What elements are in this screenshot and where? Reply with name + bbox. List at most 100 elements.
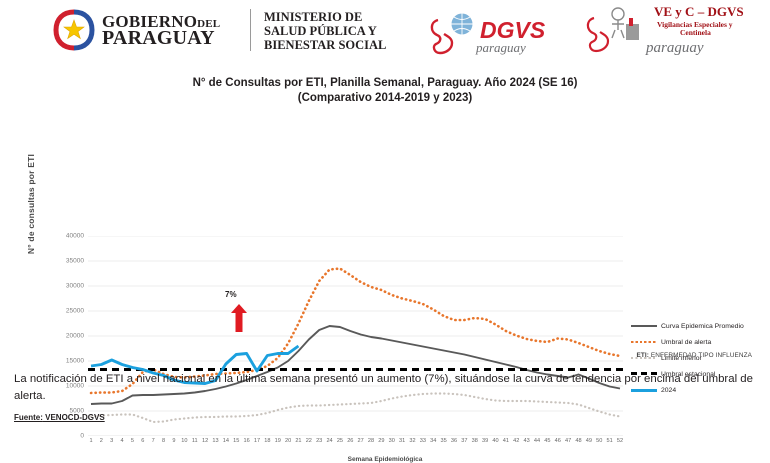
- paraguay-emblem-icon: [52, 8, 96, 52]
- legend-label: Umbral de alerta: [661, 338, 712, 346]
- gobierno-line2: PARAGUAY: [102, 26, 215, 49]
- x-tick-16: 16: [243, 438, 250, 444]
- x-tick-23: 23: [316, 438, 323, 444]
- x-tick-10: 10: [181, 438, 188, 444]
- legend-label: 2024: [661, 386, 677, 394]
- legend-swatch-icon: [631, 321, 657, 331]
- x-tick-18: 18: [264, 438, 271, 444]
- legend-item-0[interactable]: Curva Epidemica Promedio: [631, 318, 767, 334]
- ministerio-line1: MINISTERIO DE: [264, 10, 363, 24]
- y-tick-30000: 30000: [65, 282, 84, 290]
- x-tick-21: 21: [295, 438, 302, 444]
- x-tick-38: 38: [471, 438, 478, 444]
- fuente-value: VENOCD-DGVS: [42, 413, 105, 422]
- vec-title: VE y C – DGVS: [654, 4, 744, 19]
- x-tick-24: 24: [326, 438, 333, 444]
- y-tick-35000: 35000: [65, 257, 84, 265]
- x-tick-4: 4: [120, 438, 124, 444]
- x-tick-11: 11: [191, 438, 198, 444]
- series-line: [90, 325, 621, 405]
- eti-rest: ENFERMEDAD TIPO INFLUENZA: [649, 352, 752, 359]
- y-tick-20000: 20000: [65, 332, 84, 340]
- legend-item-3[interactable]: Umbral estacional: [631, 366, 767, 382]
- x-tick-42: 42: [513, 438, 520, 444]
- gobierno-paraguay-logo: GOBIERNODEL PARAGUAY: [52, 8, 220, 52]
- x-tick-46: 46: [554, 438, 561, 444]
- x-tick-2: 2: [99, 438, 103, 444]
- ministerio-block: MINISTERIO DE SALUD PÚBLICA Y BIENESTAR …: [264, 10, 386, 52]
- x-tick-31: 31: [399, 438, 406, 444]
- chart-title-line1: N° de Consultas por ETI, Planilla Semana…: [192, 77, 578, 89]
- chart-title-line2: (Comparativo 2014-2019 y 2023): [297, 92, 473, 104]
- x-tick-43: 43: [523, 438, 530, 444]
- summary-paragraph: La notificación de ETI a nivel nacional …: [14, 373, 753, 402]
- x-tick-28: 28: [367, 438, 375, 444]
- source-note: Fuente: VENOCD-DGVS: [14, 413, 105, 422]
- series-line: [90, 344, 300, 385]
- x-tick-14: 14: [222, 438, 229, 444]
- y-tick-25000: 25000: [65, 307, 84, 315]
- x-tick-37: 37: [461, 438, 468, 444]
- vec-sub2: Centinela: [680, 28, 711, 37]
- y-tick-40000: 40000: [65, 232, 84, 240]
- x-tick-40: 40: [492, 438, 499, 444]
- legend-item-1[interactable]: Umbral de alerta: [631, 334, 767, 350]
- x-tick-26: 26: [347, 438, 354, 444]
- dgvs-logo: DGVS paraguay: [428, 8, 578, 65]
- annotation-percent: 7%: [225, 290, 237, 299]
- plot-area: [88, 236, 623, 436]
- x-tick-12: 12: [201, 438, 209, 444]
- x-tick-27: 27: [357, 438, 364, 444]
- x-tick-13: 13: [212, 438, 219, 444]
- y-axis-title: N° de consultas por ETI: [26, 153, 36, 255]
- series-line: [89, 392, 622, 424]
- x-axis-title: Semana Epidemiológica: [347, 456, 423, 463]
- x-tick-48: 48: [575, 438, 582, 444]
- x-tick-20: 20: [284, 438, 292, 444]
- x-tick-3: 3: [110, 438, 114, 444]
- legend-item-4[interactable]: 2024: [631, 382, 767, 398]
- x-tick-25: 25: [336, 438, 344, 444]
- legend-item-2[interactable]: Limite inferior: [631, 350, 767, 366]
- y-tick-10000: 10000: [65, 382, 84, 390]
- x-tick-35: 35: [440, 438, 447, 444]
- gobierno-del: DEL: [197, 17, 221, 30]
- chart-legend: Curva Epidemica Promedio Umbral de alerta…: [631, 318, 767, 398]
- legend-label: Umbral estacional: [661, 370, 716, 378]
- legend-swatch-icon: [631, 369, 657, 379]
- y-tick-5000: 5000: [69, 407, 84, 415]
- legend-swatch-icon: [631, 337, 657, 347]
- header-divider: [250, 9, 251, 51]
- x-tick-22: 22: [305, 438, 312, 444]
- fuente-label: Fuente:: [14, 413, 43, 422]
- x-tick-39: 39: [482, 438, 489, 444]
- y-tick-0: 0: [80, 432, 84, 440]
- x-tick-9: 9: [172, 438, 176, 444]
- vec-dgvs-logo: VE y C – DGVS Vigilancias Especiales y C…: [582, 2, 748, 67]
- x-tick-33: 33: [419, 438, 427, 444]
- x-tick-32: 32: [409, 438, 416, 444]
- x-tick-7: 7: [151, 438, 155, 444]
- y-tick-15000: 15000: [65, 357, 84, 365]
- x-tick-34: 34: [430, 438, 437, 444]
- x-tick-47: 47: [565, 438, 572, 444]
- x-tick-44: 44: [533, 438, 541, 444]
- x-tick-30: 30: [388, 438, 395, 444]
- dgvs-wordmark: DGVS: [480, 17, 546, 43]
- legend-label: Curva Epidemica Promedio: [661, 322, 744, 330]
- x-tick-15: 15: [233, 438, 240, 444]
- dgvs-subtext: paraguay: [475, 40, 526, 55]
- ministerio-line3: BIENESTAR SOCIAL: [264, 38, 387, 52]
- x-tick-8: 8: [162, 438, 166, 444]
- x-tick-19: 19: [274, 438, 281, 444]
- legend-swatch-icon: [631, 353, 657, 363]
- eti-abbreviation-note: ETI: ENFERMEDAD TIPO INFLUENZA: [637, 352, 752, 359]
- x-tick-36: 36: [450, 438, 458, 444]
- series-line: [89, 267, 622, 395]
- increase-arrow-icon: [231, 304, 247, 332]
- legend-label: Limite inferior: [661, 354, 702, 362]
- y-axis-ticks: 0 5000 10000 15000 20000 25000 30000 35000 40000: [48, 230, 84, 442]
- gobierno-line1: GOBIERNO: [102, 11, 198, 31]
- x-tick-50: 50: [596, 438, 603, 444]
- x-tick-1: 1: [89, 438, 93, 444]
